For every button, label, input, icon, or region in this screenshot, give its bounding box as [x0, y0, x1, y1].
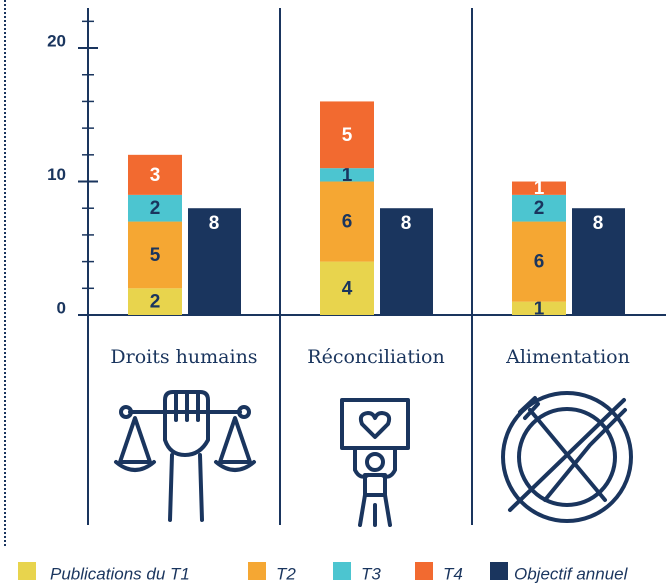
- data-label: 2: [150, 292, 161, 313]
- data-label: 8: [209, 213, 220, 234]
- target-bar: [380, 208, 433, 315]
- data-label: 6: [534, 252, 545, 273]
- bar-segment: [512, 181, 566, 195]
- bar-segment: [320, 101, 374, 169]
- justice-icon: [114, 390, 256, 522]
- legend-label: T3: [361, 564, 381, 583]
- bar-segment: [512, 221, 566, 302]
- data-label: 2: [534, 198, 545, 219]
- sign-icon: [340, 398, 410, 527]
- bar-segment: [320, 168, 374, 182]
- data-label: 1: [534, 298, 545, 319]
- legend-label: Objectif annuel: [514, 564, 629, 583]
- legend-swatch: [18, 562, 36, 580]
- icons: [114, 390, 633, 527]
- data-label: 1: [342, 165, 353, 186]
- target-bar: [572, 208, 625, 315]
- legend-swatch: [248, 562, 266, 580]
- data-label: 3: [150, 165, 161, 186]
- data-label: 2: [150, 198, 161, 219]
- data-label: 5: [150, 245, 161, 266]
- category-label: Droits humains: [110, 346, 257, 368]
- data-label: 6: [342, 212, 353, 233]
- bar-segment: [320, 261, 374, 315]
- category-label: Alimentation: [505, 346, 630, 368]
- legend-label: Publications du T1: [50, 564, 190, 583]
- y-tick-label: 10: [47, 165, 66, 184]
- legend-swatch: [333, 562, 351, 580]
- data-label: 4: [342, 278, 353, 299]
- bar-segment: [512, 194, 566, 222]
- legend-label: T2: [276, 564, 296, 583]
- bar-segment: [128, 194, 182, 222]
- bar-segment: [512, 301, 566, 315]
- bar-segment: [128, 288, 182, 315]
- plate-icon: [501, 391, 633, 523]
- bar-segment: [320, 181, 374, 262]
- y-tick-label: 20: [47, 32, 66, 51]
- category-label: Réconciliation: [307, 346, 444, 368]
- data-label: 8: [593, 213, 604, 234]
- legend-swatch: [415, 562, 433, 580]
- bar-segment: [128, 221, 182, 289]
- bar-segment: [128, 154, 182, 195]
- legend-swatch: [490, 562, 508, 580]
- data-label: 8: [401, 213, 412, 234]
- y-tick-label: 0: [57, 298, 66, 317]
- data-label: 5: [342, 125, 353, 146]
- legend-label: T4: [443, 564, 463, 583]
- target-bar: [188, 208, 241, 315]
- data-label: 1: [534, 178, 545, 199]
